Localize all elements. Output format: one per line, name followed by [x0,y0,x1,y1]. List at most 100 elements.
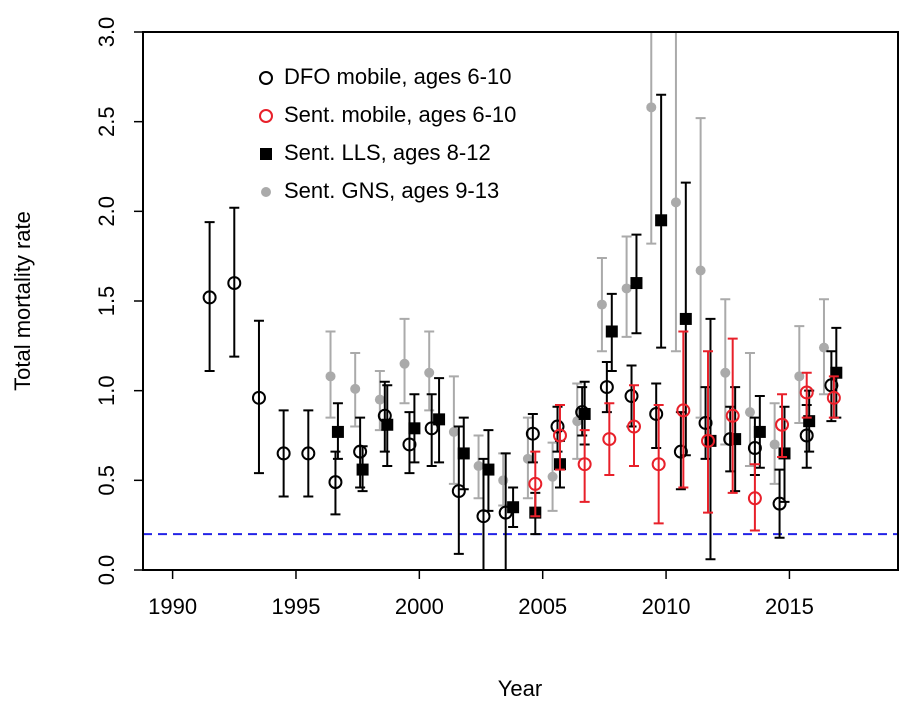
point [695,265,706,276]
point [818,342,829,353]
x-tick-label: 2000 [395,594,444,619]
point [624,389,639,404]
y-tick-label: 0.0 [94,555,119,586]
x-tick-label: 2005 [518,594,567,619]
error-bar [530,450,541,518]
point [673,444,688,459]
y-tick-label: 1.5 [94,286,119,317]
point [630,277,643,290]
point [202,290,217,305]
point [402,437,417,452]
error-bar [675,411,686,491]
error-bar [355,416,366,489]
legend-marker [260,148,272,160]
point [602,432,617,447]
y-tick-label: 0.5 [94,465,119,496]
point [433,413,446,426]
point [744,407,755,418]
point [596,299,607,310]
point [701,433,716,448]
point [626,419,641,434]
point [794,371,805,382]
error-bar [426,393,437,467]
point [655,214,668,227]
point [747,441,762,456]
error-bar [453,425,464,555]
point [498,475,509,486]
point [547,471,558,482]
point [753,425,766,438]
error-bar [500,452,511,570]
point [720,367,731,378]
point [676,403,691,418]
legend-label: DFO mobile, ages 6-10 [284,64,511,89]
point [646,102,657,113]
point [577,457,592,472]
error-bar [579,429,590,503]
error-bar [670,32,681,353]
error-bar [303,409,314,498]
error-bar [554,404,565,471]
point [525,426,540,441]
legend-label: Sent. mobile, ages 6-10 [284,102,516,127]
point [649,406,664,421]
point [599,380,614,395]
point [769,439,780,450]
point [473,460,484,471]
error-bar [604,402,615,476]
error-bar [330,450,341,516]
point [251,390,266,405]
error-bar [646,32,657,245]
point [621,283,632,294]
y-tick-label: 2.5 [94,106,119,137]
point [424,421,439,436]
x-tick-label: 1990 [148,594,197,619]
point [507,501,520,514]
point [799,385,814,400]
point [353,444,368,459]
error-bar [678,330,689,489]
point [448,426,459,437]
error-bar [777,393,788,459]
error-bar [828,375,839,419]
point [301,446,316,461]
point [522,453,533,464]
point [698,415,713,430]
point [227,276,242,291]
point [723,432,738,447]
error-bar [601,360,612,414]
point [826,390,841,405]
point [350,383,361,394]
point [747,491,762,506]
point [377,408,392,423]
legend-label: Sent. GNS, ages 9-13 [284,178,499,203]
point [679,312,692,325]
point [408,422,421,435]
error-bar [651,382,662,450]
error-bar [253,319,264,475]
legend-marker [261,187,271,197]
point [451,484,466,499]
error-bar [727,337,738,494]
point [424,367,435,378]
point [550,419,565,434]
point [651,457,666,472]
point [325,371,336,382]
x-tick-label: 2010 [642,594,691,619]
point [772,496,787,511]
error-bar [703,350,714,514]
error-bar [774,468,785,539]
point [276,446,291,461]
error-bar [700,386,711,460]
point [331,425,344,438]
legend-marker [259,71,273,85]
y-tick-label: 3.0 [94,17,119,48]
point [374,394,385,405]
point [457,447,470,460]
error-bar [826,350,837,423]
y-tick-label: 2.0 [94,196,119,227]
error-bar [626,364,637,428]
error-bar [204,221,215,372]
legend-marker [259,109,273,123]
